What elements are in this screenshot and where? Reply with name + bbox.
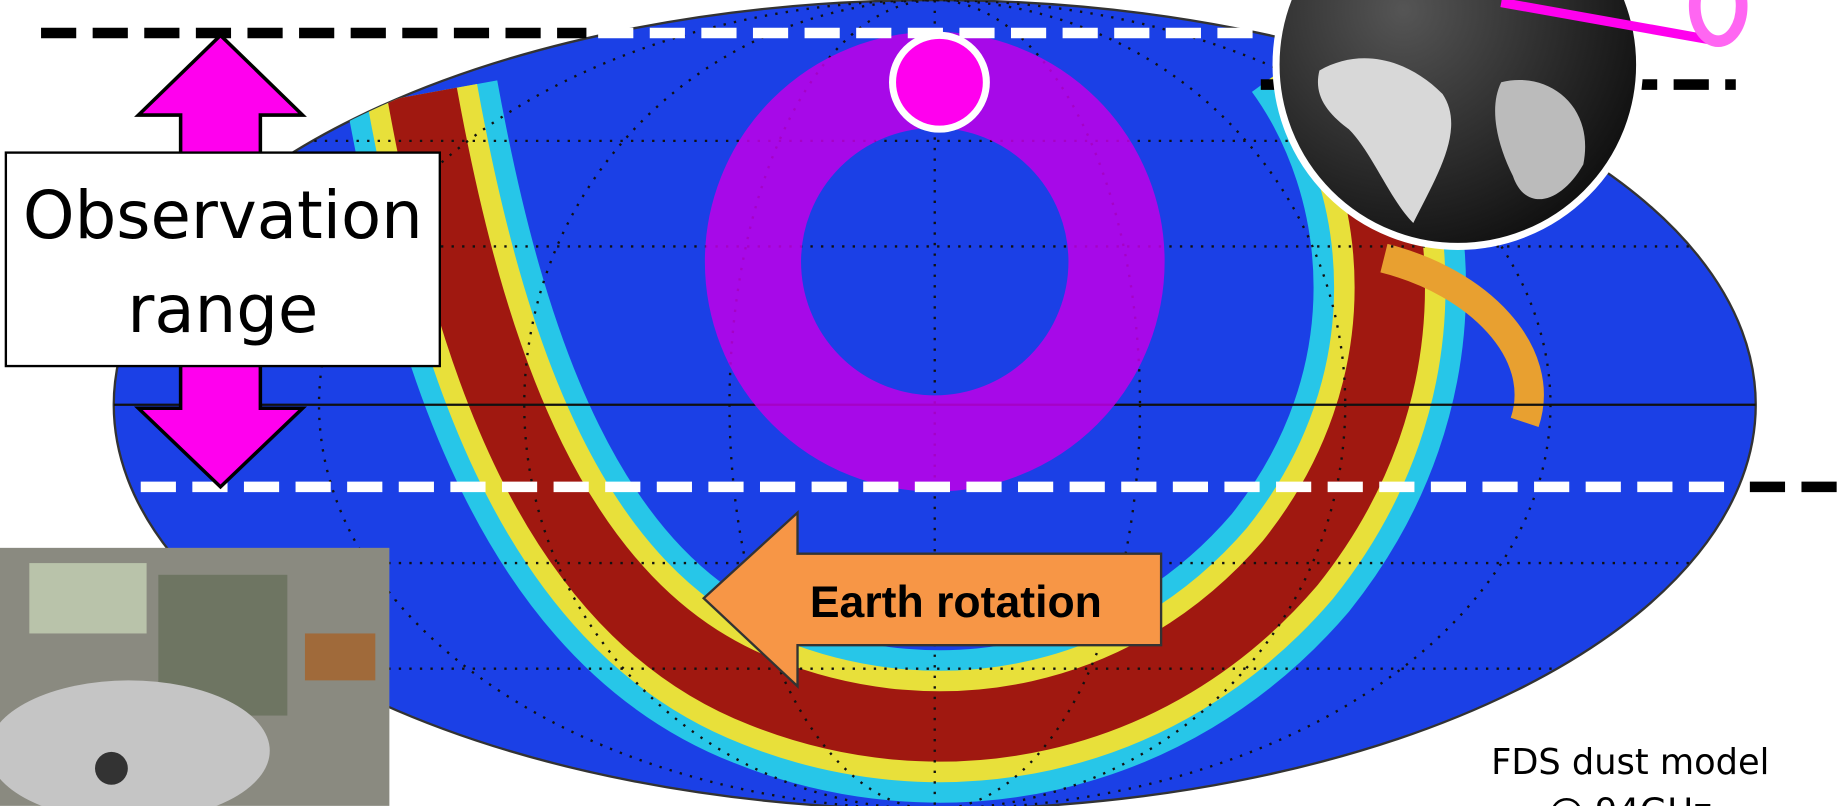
beam-spot xyxy=(893,35,987,129)
slide: Observation range Earth rotation FDS dus… xyxy=(0,0,1839,806)
map-caption: FDS dust model xyxy=(1491,742,1769,783)
telescope-photo xyxy=(0,548,389,806)
observation-label: range xyxy=(127,272,318,348)
rotation-label: Earth rotation xyxy=(810,578,1102,627)
observation-label: Observation xyxy=(23,178,423,254)
globe xyxy=(1276,0,1742,246)
page: {"observation_label":{"line1":"Observati… xyxy=(0,0,1839,806)
map-caption: @ 94GHz xyxy=(1549,791,1712,806)
